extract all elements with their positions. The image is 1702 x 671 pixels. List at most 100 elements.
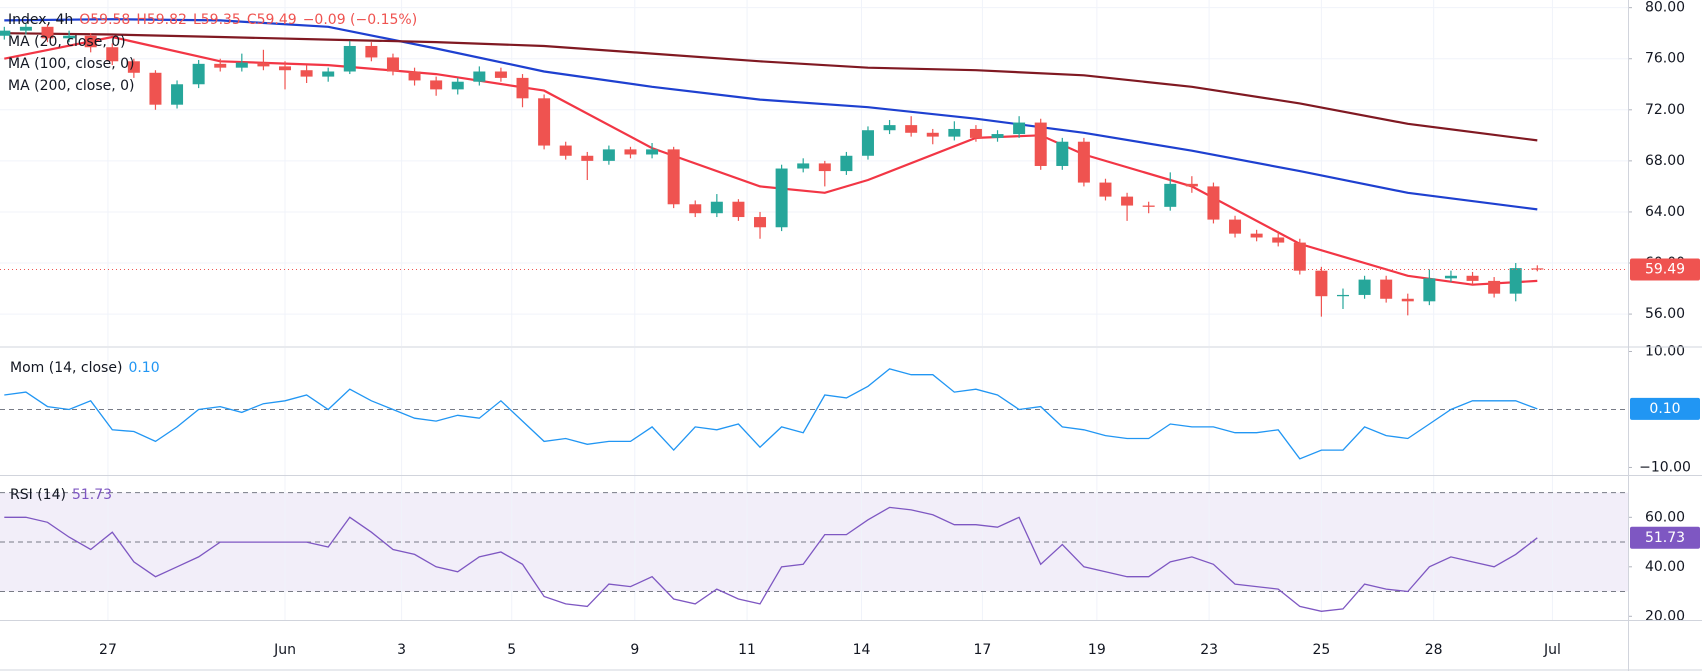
candle-body <box>840 155 853 172</box>
candle-body <box>1488 280 1501 294</box>
moving-average <box>4 18 1538 211</box>
ohlc-label: L59.35 <box>193 12 241 28</box>
x-tick-label: Jul <box>1543 642 1561 658</box>
indicator-name: Mom (14, close) <box>10 360 122 376</box>
ohlc-label: O59.58 <box>79 12 130 28</box>
candle-body <box>948 128 961 137</box>
panel <box>0 348 1628 475</box>
candle-body <box>797 163 810 169</box>
candle-body <box>1401 298 1414 302</box>
candle-body <box>430 80 443 90</box>
candle-body <box>1207 186 1220 220</box>
candle-body <box>732 201 745 218</box>
candle-body <box>1142 205 1155 207</box>
y-tick-label: 56.00 <box>1645 306 1685 322</box>
moving-average <box>4 35 1538 286</box>
y-tick-label: 40.00 <box>1645 559 1685 575</box>
legend-entry: MA (20, close, 0) <box>8 34 126 50</box>
candle-body <box>1336 294 1349 297</box>
x-tick-label: 23 <box>1200 642 1218 658</box>
x-tick-label: 19 <box>1088 642 1106 658</box>
moving-average <box>4 32 1538 142</box>
y-tick-label: −10.00 <box>1639 459 1691 475</box>
candle-body <box>581 155 594 161</box>
candle-body <box>1121 196 1134 206</box>
candle-body <box>1272 237 1285 243</box>
change-label: −0.09 (−0.15%) <box>303 12 417 28</box>
indicator-name: RSI (14) <box>10 487 66 503</box>
candle-body <box>41 26 54 39</box>
candle-body <box>1531 268 1544 270</box>
indicator-value: 51.73 <box>72 487 112 503</box>
y-tick-label: 80.00 <box>1645 0 1685 16</box>
candle-body <box>754 217 767 228</box>
y-tick-label: 72.00 <box>1645 102 1685 118</box>
candle-body <box>1164 183 1177 207</box>
candle-body <box>1380 279 1393 299</box>
candle-body <box>646 149 659 155</box>
legend-entry: MA (100, close, 0) <box>8 56 135 72</box>
last-price-label: 59.49 <box>1645 262 1685 278</box>
candle-body <box>883 125 896 131</box>
candle-body <box>1423 278 1436 302</box>
x-tick-label: 3 <box>397 642 406 658</box>
candle-body <box>300 70 313 77</box>
y-tick-label: 20.00 <box>1645 608 1685 624</box>
candle-body <box>171 84 184 105</box>
candle-body <box>494 71 507 78</box>
candle-body <box>1444 275 1457 279</box>
x-tick-label: 17 <box>973 642 991 658</box>
x-tick-label: 14 <box>853 642 871 658</box>
candle-body <box>516 77 529 99</box>
ohlc-label: H59.82 <box>136 12 187 28</box>
last-price-tag <box>1630 258 1700 281</box>
indicator-line <box>4 506 1538 612</box>
indicator-tag-label: 51.73 <box>1645 530 1685 546</box>
candle-body <box>1358 279 1371 295</box>
candle-body <box>818 163 831 172</box>
candle-body <box>1293 242 1306 271</box>
candle-body <box>905 125 918 133</box>
y-tick-label: 60.00 <box>1645 509 1685 525</box>
candle-body <box>689 204 702 214</box>
candle-body <box>63 35 76 39</box>
candle-body <box>84 35 97 48</box>
indicator-tag <box>1630 397 1700 420</box>
indicator-value: 0.10 <box>128 360 159 376</box>
candle-body <box>386 57 399 72</box>
y-tick-label: 10.00 <box>1645 343 1685 359</box>
candle-body <box>0 30 11 36</box>
candle-body <box>559 145 572 156</box>
candle-body <box>106 47 119 62</box>
candle-body <box>969 128 982 138</box>
candle-body <box>602 149 615 161</box>
candle-body <box>1315 270 1328 297</box>
candle-body <box>1229 219 1242 234</box>
candle-body <box>408 71 421 81</box>
candle-body <box>861 130 874 156</box>
candle-body <box>1034 122 1047 166</box>
candle-body <box>710 201 723 214</box>
candle-body <box>1250 233 1263 238</box>
candle-body <box>1466 275 1479 281</box>
indicator-tag-label: 0.10 <box>1649 401 1680 417</box>
x-tick-label: 27 <box>99 642 117 658</box>
candle-body <box>1099 182 1112 197</box>
candle-body <box>624 149 637 155</box>
x-tick-label: 11 <box>738 642 756 658</box>
candle-body <box>365 45 378 58</box>
x-tick-label: 9 <box>630 642 639 658</box>
x-tick-label: 5 <box>507 642 516 658</box>
candle-body <box>214 63 227 68</box>
candle-body <box>991 134 1004 138</box>
candle-body <box>149 72 162 105</box>
y-tick-label: 76.00 <box>1645 51 1685 67</box>
panel <box>0 476 1628 620</box>
y-tick-label: 64.00 <box>1645 204 1685 220</box>
candle-body <box>343 45 356 72</box>
y-tick-label: 68.00 <box>1645 153 1685 169</box>
indicator-tag <box>1630 526 1700 549</box>
candle-body <box>1509 268 1522 294</box>
